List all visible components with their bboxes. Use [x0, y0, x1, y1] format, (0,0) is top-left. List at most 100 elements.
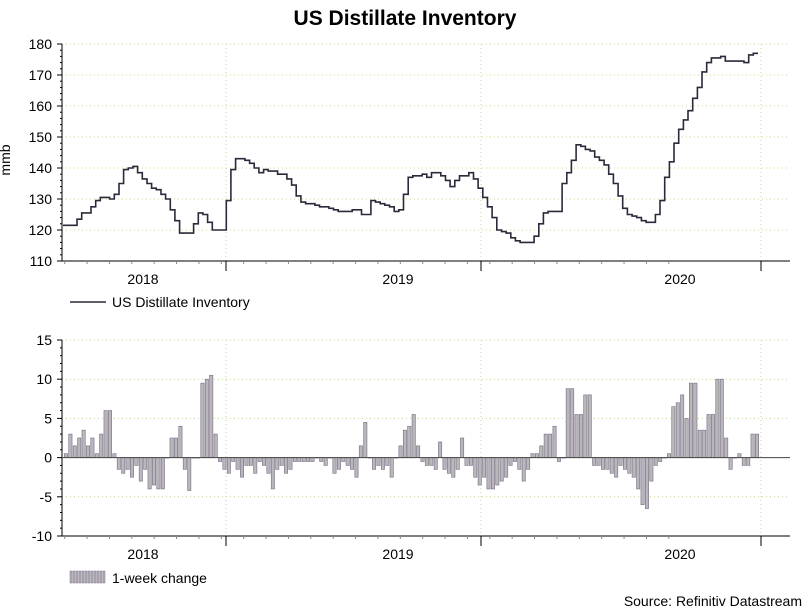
weekly-change-bar — [64, 453, 68, 458]
y-tick-label: 130 — [29, 191, 53, 207]
weekly-change-bar — [72, 445, 77, 458]
weekly-change-bar — [446, 457, 451, 474]
weekly-change-bar — [253, 457, 258, 474]
weekly-change-bar — [587, 394, 592, 458]
weekly-change-bar — [266, 457, 271, 474]
weekly-change-bar — [504, 457, 509, 478]
weekly-change-bar — [614, 457, 619, 478]
weekly-change-bar — [424, 457, 429, 466]
weekly-change-bar — [235, 457, 240, 470]
top-legend-label: US Distillate Inventory — [112, 294, 250, 310]
legend-swatch-bar — [84, 570, 88, 584]
weekly-change-bar — [103, 410, 108, 458]
weekly-change-bar — [609, 457, 614, 474]
legend-swatch-bar — [99, 570, 103, 584]
weekly-change-bar — [284, 457, 289, 474]
weekly-change-bar — [689, 382, 693, 458]
weekly-change-bar — [755, 433, 759, 458]
weekly-change-bar — [244, 457, 249, 466]
weekly-change-bar — [288, 457, 293, 470]
weekly-change-bar — [200, 382, 205, 458]
weekly-change-bar — [623, 457, 627, 470]
weekly-change-bar — [627, 457, 632, 474]
weekly-change-bar — [671, 406, 676, 458]
weekly-change-bar — [565, 388, 570, 458]
weekly-change-bar — [279, 457, 284, 466]
weekly-change-bar — [231, 457, 236, 462]
weekly-change-bar — [552, 425, 557, 458]
weekly-change-bar — [134, 457, 139, 466]
legend-swatch-bar — [87, 570, 91, 584]
weekly-change-bar — [332, 457, 337, 474]
legend-swatch-bar — [90, 570, 94, 584]
weekly-change-bar — [389, 457, 394, 478]
weekly-change-bar — [130, 457, 134, 478]
y-tick-label: 0 — [44, 450, 52, 466]
weekly-change-bar — [77, 437, 82, 458]
weekly-change-bar — [112, 453, 117, 458]
weekly-change-bar — [574, 414, 579, 458]
weekly-change-bar — [592, 457, 597, 466]
weekly-change-bar — [658, 457, 663, 462]
weekly-change-bar — [667, 453, 671, 458]
weekly-change-bar — [508, 457, 513, 466]
weekly-change-panel: -10 -5 0 5 10 15 2018 2019 2020 — [32, 332, 790, 562]
y-tick-label: 10 — [36, 371, 52, 387]
inventory-series-line — [63, 52, 758, 244]
weekly-change-bar — [116, 457, 121, 470]
weekly-change-bar — [292, 457, 297, 462]
weekly-change-bar — [499, 457, 504, 482]
weekly-change-bar — [438, 441, 443, 458]
weekly-change-bar — [530, 453, 535, 458]
weekly-change-bar — [680, 394, 685, 458]
weekly-change-bar — [147, 457, 152, 490]
bottom-x-tick-labels: 2018 2019 2020 — [127, 546, 695, 562]
weekly-change-bar — [209, 374, 214, 458]
weekly-change-bar — [94, 453, 99, 458]
weekly-change-bar — [728, 457, 733, 470]
weekly-change-bar — [178, 425, 183, 458]
weekly-change-bar — [706, 414, 711, 458]
legend-swatch-bar — [78, 570, 82, 584]
weekly-change-bar — [248, 457, 253, 466]
weekly-change-bar — [737, 453, 742, 458]
weekly-change-bar — [675, 402, 680, 458]
weekly-change-bar — [376, 457, 381, 466]
weekly-change-bar — [697, 429, 702, 458]
weekly-change-bar — [358, 445, 363, 458]
weekly-change-bars — [64, 374, 759, 509]
weekly-change-bar — [464, 457, 469, 466]
weekly-change-bar — [512, 457, 517, 462]
weekly-change-bar — [402, 429, 407, 458]
legend-swatch-bar — [93, 570, 97, 584]
weekly-change-bar — [521, 457, 526, 482]
weekly-change-bar — [702, 429, 707, 458]
weekly-change-bar — [319, 457, 324, 462]
bottom-axes — [57, 339, 790, 546]
weekly-change-bar — [323, 457, 328, 466]
weekly-change-bar — [152, 457, 156, 486]
weekly-change-bar — [363, 422, 368, 458]
y-tick-label: 140 — [29, 160, 53, 176]
weekly-change-bar — [257, 457, 262, 462]
y-tick-label: 160 — [29, 98, 53, 114]
x-tick-label: 2020 — [664, 546, 695, 562]
weekly-change-bar — [143, 457, 148, 470]
top-legend: US Distillate Inventory — [70, 294, 250, 310]
weekly-change-bar — [297, 457, 302, 462]
legend-swatch-bar — [72, 570, 76, 584]
weekly-change-bar — [724, 437, 729, 458]
weekly-change-bar — [490, 457, 495, 490]
weekly-change-bar — [156, 457, 161, 490]
legend-swatch-bar — [81, 570, 85, 584]
y-tick-label: 180 — [29, 36, 53, 52]
legend-swatch-bar — [75, 570, 79, 584]
y-tick-label: 150 — [29, 129, 53, 145]
weekly-change-bar — [240, 457, 244, 478]
weekly-change-bar — [649, 457, 654, 482]
weekly-change-bar — [600, 457, 605, 470]
weekly-change-bar — [310, 457, 315, 462]
bottom-y-tick-labels: -10 -5 0 5 10 15 — [32, 332, 52, 544]
legend-swatch-bar — [96, 570, 100, 584]
weekly-change-bar — [636, 457, 641, 490]
